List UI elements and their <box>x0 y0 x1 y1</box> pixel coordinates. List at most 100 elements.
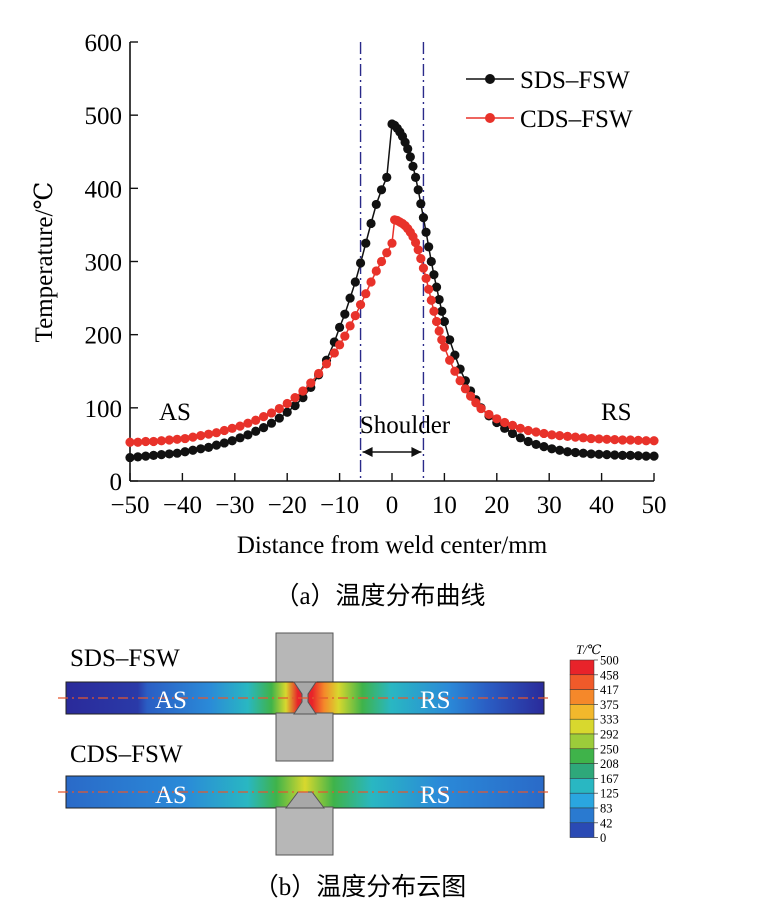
series-0-point <box>259 422 269 433</box>
series-0-point <box>515 433 525 443</box>
series-1-point <box>610 435 620 445</box>
series-1-point <box>531 427 541 437</box>
colorbar-swatch <box>569 689 595 705</box>
series-0-point <box>602 450 612 460</box>
series-1-point <box>450 366 460 376</box>
series-1-point <box>219 425 229 436</box>
series-1-point <box>594 434 604 444</box>
series-1-point <box>492 414 502 424</box>
sds-row-label: SDS–FSW <box>70 645 180 672</box>
series-0-point <box>403 144 413 154</box>
series-0-point <box>251 426 261 436</box>
series-1-point <box>413 245 423 255</box>
x-tick-label: −40 <box>163 492 202 519</box>
series-0-point <box>204 442 214 452</box>
series-0-point <box>235 433 245 443</box>
series-0-point <box>418 213 429 223</box>
legend-marker-cds <box>485 113 495 123</box>
series-0-point <box>531 439 541 450</box>
series-1-point <box>434 326 444 336</box>
series-0-point <box>405 152 415 162</box>
series-1-point <box>274 403 284 414</box>
colorbar-swatch <box>569 704 595 720</box>
series-1-point <box>282 398 292 409</box>
series-1-point <box>196 431 206 441</box>
series-1-point <box>211 428 222 438</box>
series-0-point <box>345 293 355 303</box>
series-1-point <box>555 431 565 441</box>
series-0-point <box>148 450 159 460</box>
series-1-point <box>641 436 651 446</box>
series-0-point <box>413 185 423 195</box>
series-0-point <box>298 392 308 403</box>
series-0-point <box>366 218 376 229</box>
series-0-point <box>156 450 167 460</box>
colorbar-swatch <box>569 807 595 824</box>
series-0-point <box>416 199 426 209</box>
colorbar-swatch <box>569 822 595 838</box>
series-0-point <box>282 407 292 417</box>
series-0-point <box>410 172 421 182</box>
series-1-point <box>164 435 174 445</box>
x-tick-label: 10 <box>432 492 457 519</box>
series-0-point <box>649 451 659 461</box>
series-0-point <box>434 294 444 305</box>
series-1-point <box>290 392 300 403</box>
y-axis-ticks: 0 100 200 300 400 500 600 <box>85 30 138 496</box>
series-0-point <box>445 335 455 345</box>
x-tick-label: 30 <box>537 492 562 519</box>
colorbar-label: 375 <box>600 698 619 712</box>
series-0-point <box>340 309 350 319</box>
series-0-point <box>133 452 143 462</box>
colorbar-label: 0 <box>600 831 606 845</box>
series-1-point <box>649 436 659 446</box>
series-1-point <box>418 263 429 273</box>
series-0-point <box>227 436 237 446</box>
colorbar-swatch <box>569 659 595 676</box>
series-0-point <box>507 428 518 439</box>
series-1-point <box>298 386 308 396</box>
series-1-point <box>133 437 143 447</box>
series-1-point <box>148 436 159 447</box>
x-tick-label: 0 <box>386 492 399 519</box>
series-0-point <box>350 277 360 287</box>
series-0-point <box>437 306 447 316</box>
sds-as-label: AS <box>155 687 187 714</box>
colorbar-label: 458 <box>600 668 619 682</box>
y-tick-label: 0 <box>110 469 123 496</box>
legend-label-cds: CDS–FSW <box>520 106 633 133</box>
shoulder-width-arrow <box>362 447 422 457</box>
series-line-0 <box>129 122 654 459</box>
colorbar-label: 83 <box>600 802 613 816</box>
series-1-point <box>387 238 397 248</box>
temperature-line-chart: 0 100 200 300 400 500 600 −50 −40 −30 −20 −10 0 10 20… <box>31 30 667 610</box>
series-1-point <box>539 428 549 439</box>
series-1-point <box>586 433 596 444</box>
colorbar-label: 333 <box>600 713 619 727</box>
series-0-point <box>382 172 392 182</box>
series-0-point <box>141 451 151 461</box>
series-1-point <box>361 289 371 299</box>
legend: SDS–FSW CDS–FSW <box>466 67 633 133</box>
colorbar-swatch <box>569 748 595 764</box>
series-0-point <box>125 452 135 463</box>
series-1-point <box>335 340 345 350</box>
series-0-point <box>274 413 284 423</box>
series-0-point <box>290 401 300 411</box>
colorbar-label: 500 <box>600 654 619 668</box>
series-0-point <box>421 227 431 237</box>
series-0-point <box>424 242 434 252</box>
series-1-point <box>500 417 510 428</box>
series-1-point <box>460 384 470 394</box>
series-1-point <box>306 378 316 388</box>
series-1-point <box>471 398 481 408</box>
series-line-1 <box>130 218 654 443</box>
caption-a: （a）温度分布曲线 <box>274 582 485 610</box>
cds-as-label: AS <box>155 782 187 809</box>
series-0-point <box>539 442 549 452</box>
y-tick-label: 100 <box>85 396 123 423</box>
series-0-point <box>188 445 198 455</box>
series-0-point <box>355 258 366 268</box>
series-1-point <box>416 253 426 264</box>
colorbar-label: 208 <box>600 757 619 771</box>
